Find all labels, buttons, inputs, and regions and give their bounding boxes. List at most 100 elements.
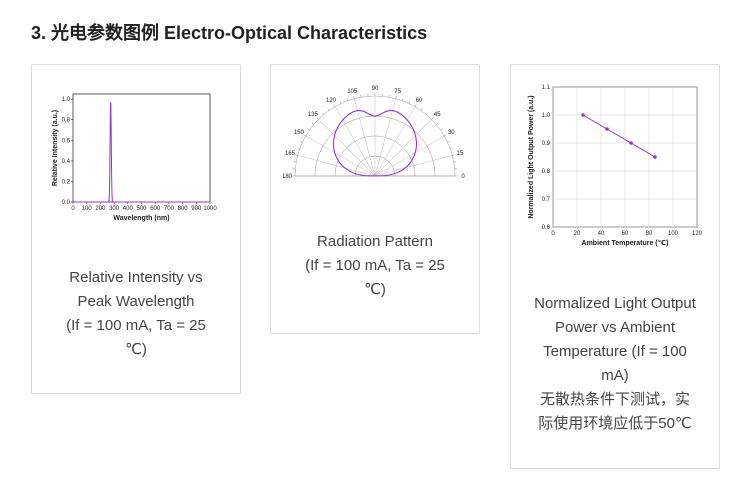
polar-rim-tick <box>431 117 434 120</box>
angle-label: 30 <box>448 130 455 136</box>
chart-card-temperature: 0 20 40 60 80 100 120 0.6 0.7 0.8 0.9 1.0 1.1 Ambient… <box>510 64 720 469</box>
y-tick-label: 1.0 <box>62 97 71 103</box>
radiation-pattern-chart: 0 15 30 45 60 75 90 105 120 135 150 165 180 <box>283 86 465 180</box>
series-line <box>582 114 656 158</box>
x-tick-label: 500 <box>136 206 147 212</box>
polar-spoke <box>297 155 376 177</box>
chart-card-spectrum: 0 100 200 300 400 500 600 700 800 900 1000 0.0 0.2 0.… <box>31 64 241 394</box>
x-tick-label: 600 <box>150 206 161 212</box>
angle-label: 150 <box>294 130 305 136</box>
temperature-chart: 0 20 40 60 80 100 120 0.6 0.7 0.8 0.9 1.0 1.1 Ambient… <box>528 85 703 247</box>
angle-label: 180 <box>283 174 293 180</box>
polar-spoke <box>374 119 432 177</box>
x-tick-label: 100 <box>668 231 679 237</box>
caption-line: (If = 100 mA, Ta = 25 <box>66 317 206 334</box>
caption-line: 无散热条件下测试，实 <box>539 391 690 408</box>
polar-rim-tick <box>452 154 455 156</box>
polar-rim-tick <box>353 96 355 99</box>
y-tick-label: 0.2 <box>62 179 71 185</box>
polar-rim-tick <box>444 134 447 137</box>
x-tick-label: 400 <box>123 206 134 212</box>
data-point <box>581 113 585 117</box>
polar-rim-tick <box>420 108 423 111</box>
x-axis-label: Wavelength (nm) <box>113 215 169 222</box>
caption-line: Power vs Ambient <box>554 319 676 336</box>
polar-rim-tick <box>408 101 411 104</box>
caption-line: Peak Wavelength <box>77 293 195 310</box>
polar-spoke <box>354 98 376 177</box>
section-title: 3. 光电参数图例 Electro-Optical Characteristic… <box>31 23 428 43</box>
chart-card-radiation: 0 15 30 45 60 75 90 105 120 135 150 165 180 Radiatio… <box>270 64 480 334</box>
y-tick-label: 0.7 <box>542 197 551 203</box>
polar-rim-tick <box>327 108 330 111</box>
polar-rim-tick <box>316 117 319 120</box>
x-tick-label: 800 <box>178 206 189 212</box>
x-tick-label: 300 <box>109 206 120 212</box>
polar-rim-tick <box>297 147 300 149</box>
polar-rim-tick <box>321 112 324 115</box>
polar-rim-tick <box>426 112 429 115</box>
data-point <box>629 141 633 145</box>
polar-spoke <box>374 135 445 177</box>
angle-label: 120 <box>326 98 337 104</box>
x-tick-label: 900 <box>191 206 202 212</box>
x-tick-label: 700 <box>164 206 175 212</box>
polar-rim-tick <box>339 101 342 104</box>
angle-label: 105 <box>347 89 358 95</box>
y-tick-label: 0.4 <box>62 159 71 165</box>
polar-rim-tick <box>450 147 453 149</box>
polar-spoke <box>374 155 453 177</box>
polar-rim-tick <box>440 128 443 131</box>
x-tick-label: 0 <box>551 231 555 237</box>
polar-rim-tick <box>333 104 336 107</box>
spectrum-chart: 0 100 200 300 400 500 600 700 800 900 1000 0.0 0.2 0.… <box>52 93 217 222</box>
polar-rim-tick <box>447 140 450 143</box>
y-tick-label: 0.8 <box>542 169 551 175</box>
x-tick-label: 80 <box>646 231 653 237</box>
caption-line: Relative Intensity vs <box>69 269 203 286</box>
angle-label: 60 <box>416 98 423 104</box>
polar-spoke <box>305 135 376 177</box>
spectrum-caption: Relative Intensity vs Peak Wavelength (I… <box>42 266 230 362</box>
angle-label: 45 <box>434 112 441 118</box>
x-tick-label: 100 <box>82 206 93 212</box>
angle-label: 165 <box>285 151 296 157</box>
caption-line: (If = 100 mA, Ta = 25 <box>305 257 445 274</box>
angle-label: 0 <box>461 174 465 180</box>
polar-rim-tick <box>307 128 310 131</box>
caption-line: Radiation Pattern <box>317 233 433 250</box>
x-axis-label: Ambient Temperature (℃) <box>582 239 669 247</box>
caption-line: 际使用环境应低于50℃ <box>538 415 692 432</box>
x-tick-label: 120 <box>692 231 703 237</box>
x-tick-label: 40 <box>598 231 605 237</box>
polar-spoke <box>318 119 376 177</box>
polar-rim-tick <box>311 122 314 125</box>
data-point <box>605 127 609 131</box>
polar-rim-tick <box>402 98 404 101</box>
temperature-caption: Normalized Light Output Power vs Ambient… <box>521 292 709 436</box>
polar-spoke <box>374 98 396 177</box>
x-tick-label: 0 <box>71 206 75 212</box>
angle-label: 135 <box>308 112 319 118</box>
polar-rim-tick <box>300 140 303 143</box>
angle-label: 15 <box>457 151 464 157</box>
y-tick-label: 0.8 <box>62 118 71 124</box>
radiation-caption: Radiation Pattern (If = 100 mA, Ta = 25 … <box>281 230 469 302</box>
angle-label: 90 <box>372 86 379 92</box>
polar-spoke <box>374 106 416 177</box>
caption-line: ℃) <box>364 281 386 298</box>
data-point <box>653 155 657 159</box>
caption-line: Normalized Light Output <box>534 295 696 312</box>
polar-rim-tick <box>414 104 417 107</box>
x-tick-label: 60 <box>622 231 629 237</box>
polar-rim-tick <box>436 122 439 125</box>
polar-rim-tick <box>303 134 306 137</box>
y-axis-label: Normalized Light Output Power (a.u.) <box>528 95 535 218</box>
polar-rim-tick <box>346 98 348 101</box>
x-tick-label: 200 <box>95 206 106 212</box>
y-tick-label: 1.0 <box>542 113 551 119</box>
caption-line: Temperature (If = 100 <box>543 343 687 360</box>
y-tick-label: 0.6 <box>62 138 71 144</box>
polar-rim-tick <box>295 154 298 156</box>
x-tick-label: 20 <box>574 231 581 237</box>
